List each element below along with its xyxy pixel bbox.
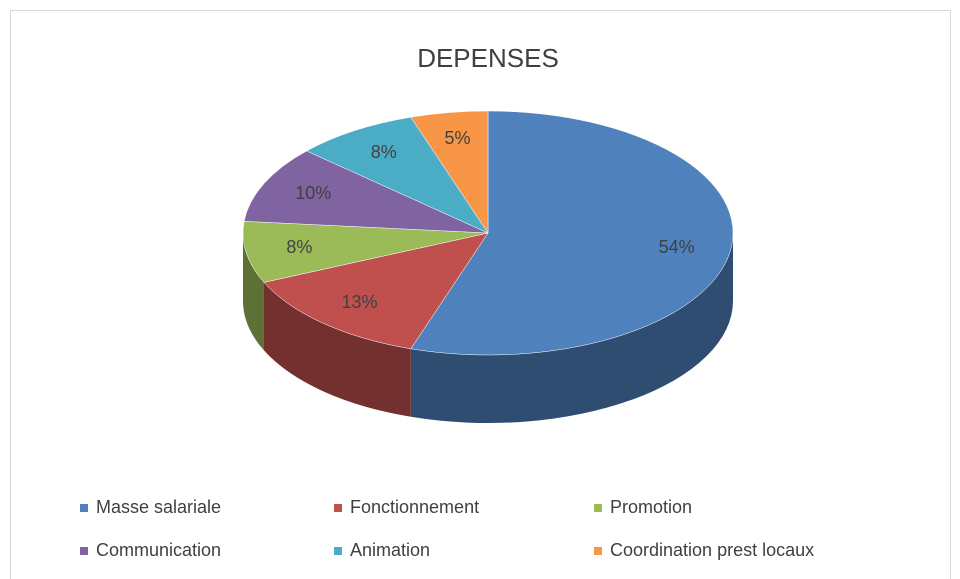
legend-label: Promotion [610, 497, 692, 517]
data-label: 13% [342, 292, 378, 312]
slice-side [263, 282, 411, 417]
slice [242, 221, 489, 283]
slice [410, 110, 734, 356]
slice-side [410, 233, 733, 423]
legend-label: Animation [350, 540, 430, 560]
slice [263, 232, 489, 350]
legend-swatch [80, 504, 88, 512]
legend-swatch [80, 547, 88, 555]
data-label: 10% [295, 183, 331, 203]
chart-title: DEPENSES [417, 43, 559, 73]
legend-label: Communication [96, 540, 221, 560]
data-label: 54% [659, 237, 695, 257]
slice [306, 116, 489, 234]
legend-label: Fonctionnement [350, 497, 479, 517]
data-label: 8% [371, 142, 397, 162]
slice-side [243, 233, 264, 351]
legend-swatch [334, 547, 342, 555]
slice [410, 110, 489, 234]
legend-swatch [334, 504, 342, 512]
data-label: 5% [444, 128, 470, 148]
legend-swatch [594, 504, 602, 512]
legend-swatch [594, 547, 602, 555]
data-label: 8% [286, 237, 312, 257]
legend-label: Masse salariale [96, 497, 221, 517]
legend-label: Coordination prest locaux [610, 540, 814, 560]
slice [243, 150, 489, 234]
